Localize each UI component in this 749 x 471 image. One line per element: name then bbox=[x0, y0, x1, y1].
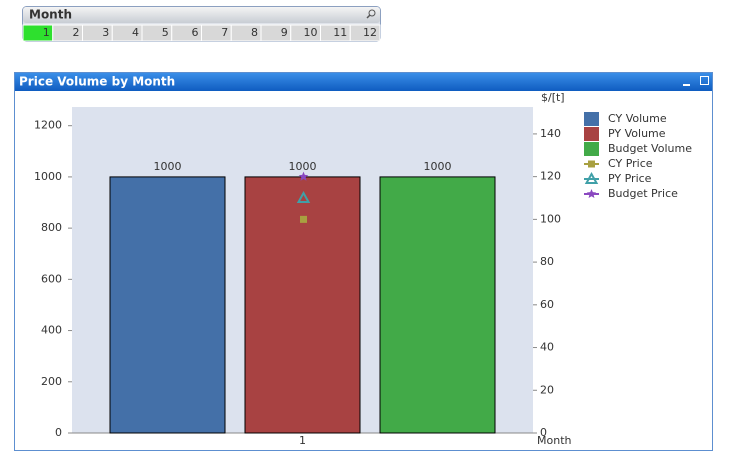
listbox-item-label[interactable]: 12 bbox=[363, 26, 377, 39]
legend-symbol bbox=[584, 171, 599, 184]
price-marker bbox=[298, 171, 309, 181]
legend-label: CY Price bbox=[608, 157, 653, 170]
legend-symbol bbox=[588, 160, 595, 168]
listbox-item-label[interactable]: 3 bbox=[102, 26, 109, 39]
chart-caption bbox=[15, 73, 712, 91]
y2-tick-label: 60 bbox=[540, 298, 554, 311]
legend-label: PY Volume bbox=[608, 127, 666, 140]
listbox-item-label[interactable]: 1 bbox=[43, 26, 50, 39]
y2-tick-label: 120 bbox=[540, 170, 561, 183]
legend-label: CY Volume bbox=[608, 112, 667, 125]
y2-tick-label: 80 bbox=[540, 255, 554, 268]
y-tick-label: 200 bbox=[41, 375, 62, 388]
legend-swatch bbox=[584, 112, 599, 126]
listbox-item-label[interactable]: 7 bbox=[221, 26, 228, 39]
x-tick-label: 1 bbox=[299, 434, 306, 447]
y-tick-label: 0 bbox=[55, 426, 62, 439]
y2-tick-label: 20 bbox=[540, 383, 554, 396]
y2-tick-label: 140 bbox=[540, 127, 561, 140]
legend-label: Budget Price bbox=[608, 187, 678, 200]
y-tick-label: 800 bbox=[41, 221, 62, 234]
listbox-header bbox=[23, 7, 380, 23]
bar bbox=[109, 176, 226, 434]
y-tick-label: 1000 bbox=[34, 170, 62, 183]
legend-label: PY Price bbox=[608, 172, 652, 185]
listbox-item-label[interactable]: 9 bbox=[281, 26, 288, 39]
data-label: 1000 bbox=[424, 160, 452, 173]
legend-label: Budget Volume bbox=[608, 142, 692, 155]
y2-axis-label: $/[t] bbox=[541, 91, 565, 104]
legend-swatch bbox=[584, 127, 599, 141]
y-tick-label: 1200 bbox=[34, 119, 62, 132]
data-label: 1000 bbox=[154, 160, 182, 173]
data-label: 1000 bbox=[289, 160, 317, 173]
bar bbox=[379, 176, 496, 434]
legend-swatch bbox=[584, 142, 599, 156]
y-tick-label: 600 bbox=[41, 272, 62, 285]
price-marker bbox=[300, 215, 307, 223]
maximize-button[interactable] bbox=[700, 76, 709, 85]
x-axis-label: Month bbox=[537, 434, 572, 447]
listbox-item-label[interactable]: 2 bbox=[73, 26, 80, 39]
chart-title: Price Volume by Month bbox=[19, 75, 175, 89]
legend-symbol bbox=[586, 189, 597, 199]
search-icon[interactable] bbox=[366, 9, 376, 19]
y2-tick-label: 40 bbox=[540, 341, 554, 354]
y-tick-label: 400 bbox=[41, 324, 62, 337]
listbox-items: 1 2 3 4 5 6 7 8 9 10 11 12 bbox=[22, 24, 381, 42]
listbox-item-label[interactable]: 10 bbox=[304, 26, 318, 39]
minimize-button[interactable] bbox=[683, 84, 690, 86]
listbox-item-label[interactable]: 11 bbox=[333, 26, 347, 39]
listbox-title: Month bbox=[29, 8, 72, 22]
y2-tick-label: 0 bbox=[540, 426, 547, 439]
bar bbox=[244, 176, 361, 434]
listbox-item[interactable] bbox=[349, 24, 381, 42]
listbox-item-label[interactable]: 6 bbox=[192, 26, 199, 39]
listbox-item-label[interactable]: 4 bbox=[132, 26, 139, 39]
y2-tick-label: 100 bbox=[540, 212, 561, 225]
price-marker bbox=[296, 190, 311, 204]
listbox-item-label[interactable]: 5 bbox=[162, 26, 169, 39]
listbox-item-label[interactable]: 8 bbox=[251, 26, 258, 39]
